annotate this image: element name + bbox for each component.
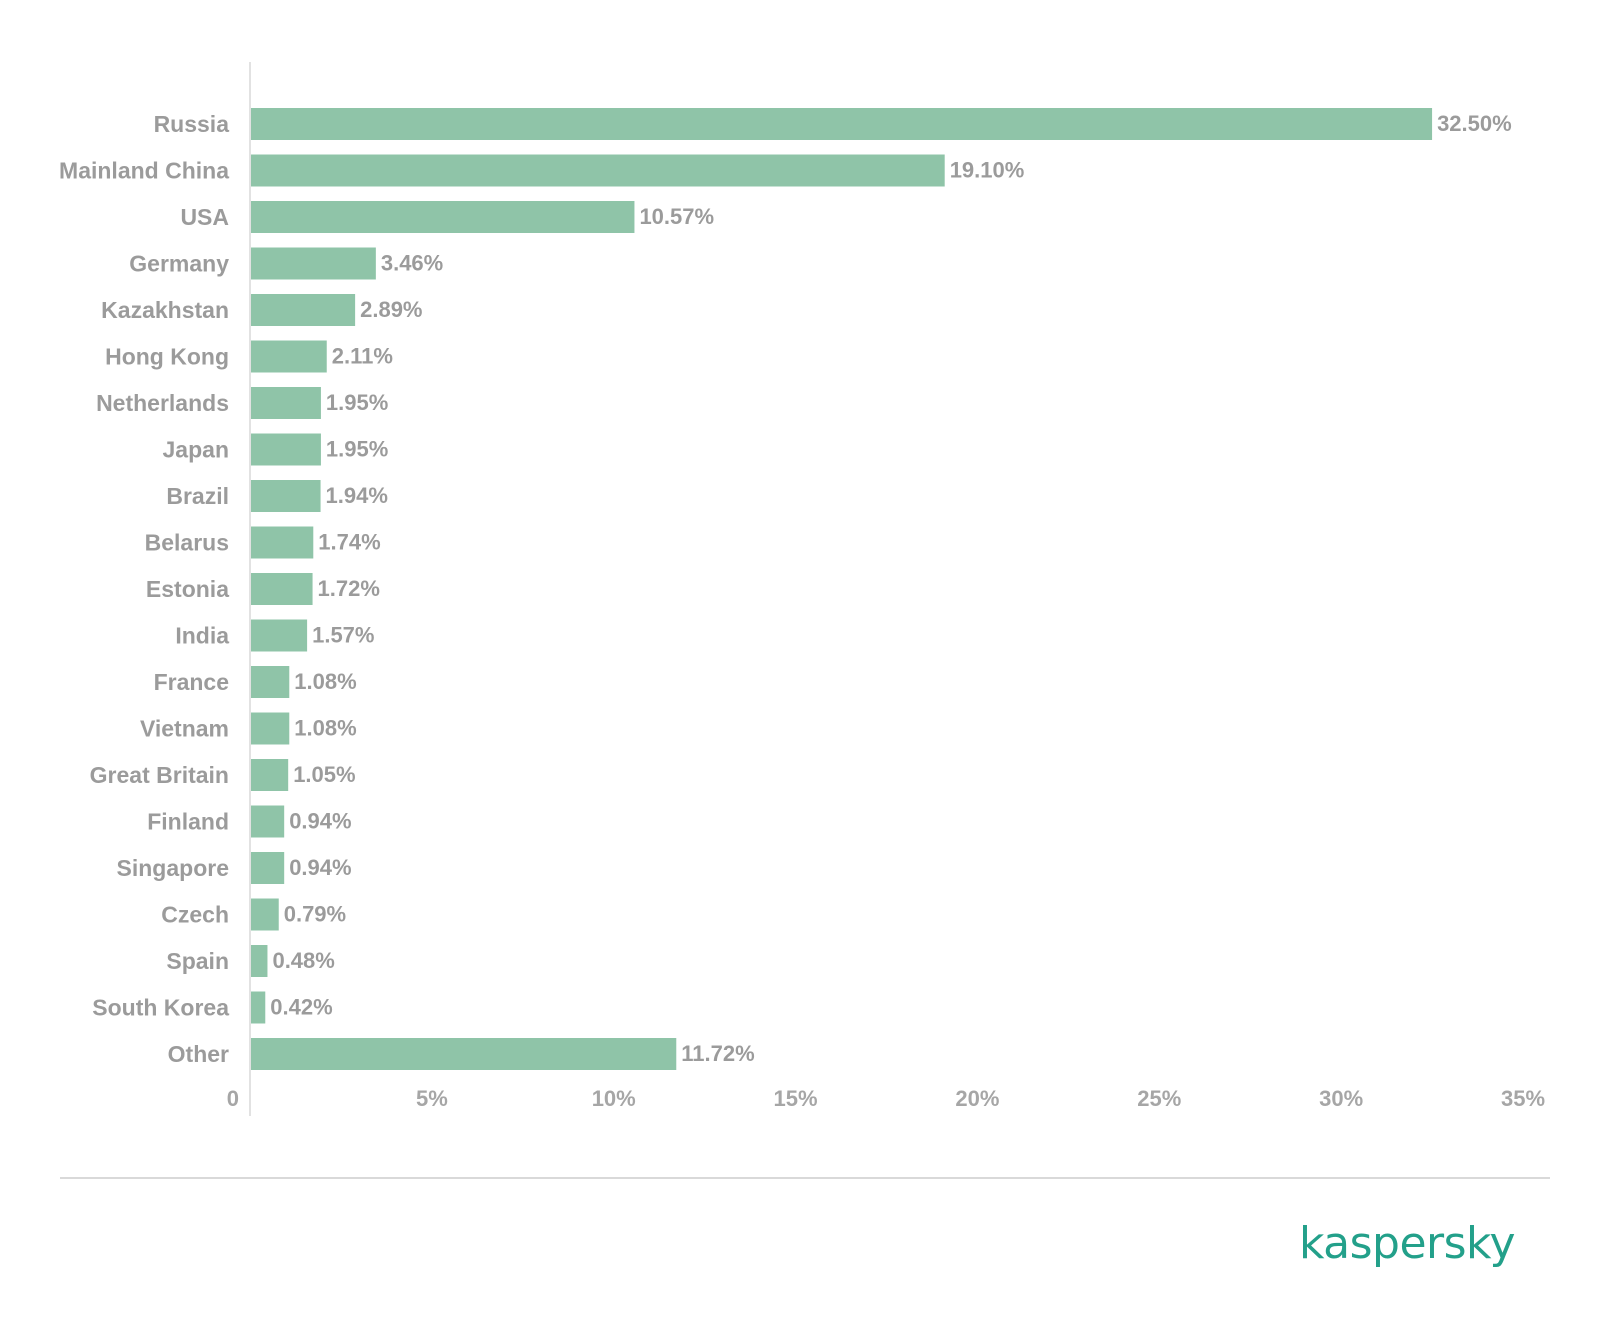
bar xyxy=(251,340,327,373)
x-tick-label: 5% xyxy=(416,1086,448,1111)
value-label: 1.95% xyxy=(326,390,388,415)
category-label: Japan xyxy=(163,437,229,463)
value-label: 0.94% xyxy=(289,809,351,834)
category-label: Russia xyxy=(154,111,230,137)
value-label: 3.46% xyxy=(381,251,443,276)
category-label: Brazil xyxy=(166,483,229,509)
bar xyxy=(251,294,356,326)
value-label: 19.10% xyxy=(950,158,1025,183)
bar xyxy=(251,805,285,838)
value-label: 1.95% xyxy=(326,437,388,462)
kaspersky-logo: kaspersky xyxy=(1298,1218,1516,1269)
category-label: India xyxy=(175,623,229,649)
bar xyxy=(251,433,321,466)
bar xyxy=(251,666,290,698)
bar xyxy=(251,247,376,280)
category-label: Finland xyxy=(147,809,229,835)
value-label: 1.74% xyxy=(318,530,380,555)
x-tick-label: 15% xyxy=(774,1086,818,1111)
bar xyxy=(251,619,308,652)
value-label: 2.11% xyxy=(332,344,393,369)
value-label: 2.89% xyxy=(360,297,422,322)
x-tick-label: 35% xyxy=(1501,1086,1545,1111)
x-tick-label: 30% xyxy=(1319,1086,1363,1111)
category-label: Netherlands xyxy=(96,390,229,416)
category-label: France xyxy=(154,669,229,695)
value-label: 0.79% xyxy=(284,902,346,927)
category-label: USA xyxy=(180,204,229,230)
bar xyxy=(251,573,313,605)
bar xyxy=(251,387,321,419)
category-label: Other xyxy=(168,1041,229,1067)
value-label: 1.05% xyxy=(293,762,355,787)
value-label: 0.42% xyxy=(270,995,332,1020)
category-label: Germany xyxy=(129,251,229,277)
bar xyxy=(251,759,289,791)
value-label: 11.72% xyxy=(681,1041,754,1066)
value-label: 1.72% xyxy=(318,576,380,601)
bar xyxy=(251,526,314,559)
value-label: 1.57% xyxy=(312,623,374,648)
bar xyxy=(251,201,635,233)
value-label: 32.50% xyxy=(1437,111,1512,136)
bar xyxy=(251,712,290,745)
bar xyxy=(251,898,279,931)
category-label: Kazakhstan xyxy=(101,297,229,323)
value-label: 10.57% xyxy=(639,204,714,229)
value-label: 0.48% xyxy=(272,948,334,973)
category-label: Hong Kong xyxy=(105,344,229,370)
x-tick-label: 0 xyxy=(227,1086,239,1111)
category-label: Belarus xyxy=(145,530,229,556)
value-label: 0.94% xyxy=(289,855,351,880)
category-label: Mainland China xyxy=(59,158,229,184)
x-tick-label: 10% xyxy=(592,1086,636,1111)
category-label: Estonia xyxy=(146,576,229,602)
category-label: Singapore xyxy=(117,855,229,881)
bar xyxy=(251,945,268,977)
value-label: 1.08% xyxy=(294,716,356,741)
bar xyxy=(251,852,285,884)
bar xyxy=(251,480,321,512)
value-label: 1.94% xyxy=(326,483,388,508)
value-label: 1.08% xyxy=(294,669,356,694)
category-label: South Korea xyxy=(92,995,229,1021)
x-tick-label: 20% xyxy=(955,1086,999,1111)
bar xyxy=(251,991,266,1024)
bar xyxy=(251,154,945,187)
category-label: Great Britain xyxy=(90,762,229,788)
footer-divider xyxy=(60,1177,1550,1179)
category-label: Vietnam xyxy=(140,716,229,742)
bar xyxy=(251,1038,677,1070)
x-tick-label: 25% xyxy=(1137,1086,1181,1111)
category-label: Czech xyxy=(161,902,229,928)
bar xyxy=(251,108,1433,140)
category-label: Spain xyxy=(166,948,229,974)
